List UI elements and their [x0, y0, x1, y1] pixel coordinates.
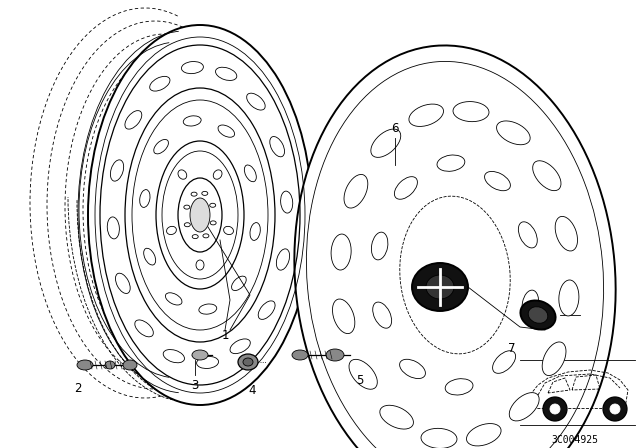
- Ellipse shape: [196, 356, 218, 369]
- Ellipse shape: [421, 428, 457, 448]
- Ellipse shape: [497, 121, 530, 145]
- Text: 2: 2: [74, 382, 82, 395]
- Ellipse shape: [150, 76, 170, 91]
- Ellipse shape: [135, 320, 154, 337]
- Text: 4: 4: [248, 383, 256, 396]
- Ellipse shape: [184, 205, 190, 209]
- Ellipse shape: [426, 275, 454, 299]
- Ellipse shape: [550, 404, 560, 414]
- Ellipse shape: [528, 307, 548, 323]
- Ellipse shape: [238, 354, 258, 370]
- Ellipse shape: [191, 192, 197, 196]
- Ellipse shape: [184, 223, 190, 227]
- Text: 5: 5: [356, 374, 364, 387]
- Ellipse shape: [437, 155, 465, 171]
- Ellipse shape: [532, 161, 561, 191]
- Ellipse shape: [232, 276, 246, 291]
- Ellipse shape: [371, 232, 388, 260]
- Text: 3C004925: 3C004925: [552, 435, 598, 445]
- Ellipse shape: [202, 191, 208, 195]
- Ellipse shape: [246, 93, 265, 110]
- Ellipse shape: [199, 304, 217, 314]
- Ellipse shape: [292, 350, 308, 360]
- Text: 3: 3: [191, 379, 198, 392]
- Ellipse shape: [412, 263, 468, 311]
- Ellipse shape: [203, 234, 209, 238]
- Ellipse shape: [467, 423, 501, 446]
- Ellipse shape: [280, 191, 292, 213]
- Ellipse shape: [372, 302, 392, 328]
- Ellipse shape: [509, 392, 539, 421]
- Ellipse shape: [182, 61, 204, 73]
- Ellipse shape: [115, 273, 130, 293]
- Ellipse shape: [178, 178, 222, 252]
- Ellipse shape: [493, 351, 516, 373]
- Ellipse shape: [154, 139, 168, 154]
- Ellipse shape: [166, 226, 177, 235]
- Ellipse shape: [555, 216, 577, 251]
- Ellipse shape: [218, 125, 235, 137]
- Ellipse shape: [409, 104, 444, 126]
- Ellipse shape: [144, 248, 156, 265]
- Ellipse shape: [371, 129, 401, 157]
- Ellipse shape: [542, 342, 566, 375]
- Text: 7: 7: [508, 341, 516, 354]
- Ellipse shape: [394, 177, 417, 199]
- Ellipse shape: [183, 116, 201, 126]
- Ellipse shape: [543, 397, 567, 421]
- Ellipse shape: [88, 25, 312, 405]
- Ellipse shape: [484, 172, 511, 191]
- Ellipse shape: [349, 359, 378, 389]
- Ellipse shape: [190, 198, 210, 232]
- Text: 6: 6: [391, 121, 399, 134]
- Ellipse shape: [294, 45, 616, 448]
- Ellipse shape: [603, 397, 627, 421]
- Ellipse shape: [453, 102, 489, 122]
- Ellipse shape: [210, 203, 216, 207]
- Ellipse shape: [326, 349, 344, 361]
- Ellipse shape: [258, 301, 275, 319]
- Ellipse shape: [125, 88, 275, 342]
- Ellipse shape: [344, 174, 368, 208]
- Text: 1: 1: [221, 328, 228, 341]
- Ellipse shape: [210, 221, 216, 225]
- Ellipse shape: [125, 111, 142, 129]
- Ellipse shape: [522, 290, 539, 318]
- Ellipse shape: [165, 293, 182, 305]
- Ellipse shape: [380, 405, 413, 429]
- Ellipse shape: [559, 280, 579, 316]
- Ellipse shape: [243, 358, 253, 366]
- Ellipse shape: [163, 349, 184, 363]
- Ellipse shape: [276, 249, 289, 270]
- Ellipse shape: [333, 299, 355, 334]
- Ellipse shape: [108, 217, 120, 239]
- Ellipse shape: [270, 137, 285, 157]
- Ellipse shape: [230, 339, 250, 353]
- Ellipse shape: [244, 165, 256, 182]
- Ellipse shape: [178, 170, 187, 179]
- Ellipse shape: [140, 190, 150, 207]
- Ellipse shape: [192, 235, 198, 239]
- Ellipse shape: [192, 350, 208, 360]
- Ellipse shape: [610, 404, 620, 414]
- Ellipse shape: [331, 234, 351, 270]
- Ellipse shape: [518, 222, 537, 248]
- Ellipse shape: [223, 226, 234, 235]
- Ellipse shape: [216, 67, 237, 81]
- Ellipse shape: [250, 223, 260, 241]
- Ellipse shape: [520, 301, 556, 330]
- Ellipse shape: [399, 359, 426, 379]
- Ellipse shape: [156, 141, 244, 289]
- Ellipse shape: [77, 360, 93, 370]
- Ellipse shape: [111, 160, 124, 181]
- Ellipse shape: [445, 379, 473, 395]
- Ellipse shape: [213, 170, 222, 179]
- Ellipse shape: [196, 260, 204, 270]
- Ellipse shape: [123, 360, 137, 370]
- Ellipse shape: [105, 361, 115, 369]
